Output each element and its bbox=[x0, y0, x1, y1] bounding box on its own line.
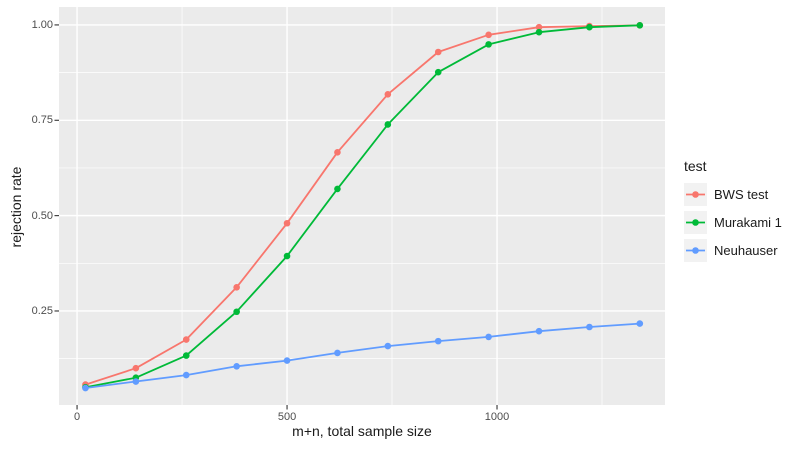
x-tick-label: 500 bbox=[277, 411, 297, 423]
series-point-neuhauser bbox=[82, 384, 89, 392]
series-point-neuhauser bbox=[233, 362, 240, 370]
series-point-murakami-1 bbox=[233, 308, 240, 316]
legend-key-swatch bbox=[684, 239, 707, 262]
x-tick-label: 0 bbox=[73, 411, 81, 423]
legend-item-murakami-1: Murakami 1 bbox=[684, 211, 782, 234]
x-axis-title: m+n, total sample size bbox=[292, 423, 432, 439]
series-point-neuhauser bbox=[636, 320, 644, 327]
y-tick-label: 0.25 bbox=[31, 304, 53, 317]
series-line-neuhauser bbox=[84, 322, 641, 389]
series-point-murakami-1 bbox=[485, 41, 492, 48]
y-tick-label: 0.75 bbox=[31, 114, 53, 127]
series-point-murakami-1 bbox=[283, 252, 291, 260]
y-axis-title: rejection rate bbox=[8, 166, 24, 248]
series-point-neuhauser bbox=[182, 371, 190, 379]
series-point-bws-test bbox=[535, 23, 543, 31]
series-point-bws-test bbox=[485, 31, 492, 39]
series-point-neuhauser bbox=[334, 349, 341, 357]
legend-title: test bbox=[684, 158, 707, 174]
legend: test BWS test Murakami 1 Neuhauser bbox=[684, 158, 782, 267]
series-point-neuhauser bbox=[384, 342, 392, 350]
panel-background bbox=[59, 7, 665, 405]
series-point-murakami-1 bbox=[535, 28, 543, 36]
legend-item-bws-test: BWS test bbox=[684, 183, 782, 206]
series-point-murakami-1 bbox=[434, 68, 442, 76]
legend-item-neuhauser: Neuhauser bbox=[684, 239, 782, 262]
y-tick-label: 1.00 bbox=[31, 18, 53, 31]
series-point-neuhauser bbox=[283, 357, 291, 364]
series-point-murakami-1 bbox=[334, 185, 341, 193]
series-point-murakami-1 bbox=[636, 22, 644, 29]
legend-label: Murakami 1 bbox=[714, 215, 782, 230]
series-point-bws-test bbox=[132, 364, 140, 372]
series-point-neuhauser bbox=[485, 333, 492, 341]
y-tick-label: 0.50 bbox=[31, 209, 53, 222]
series-point-bws-test bbox=[233, 284, 240, 291]
series-point-bws-test bbox=[434, 48, 442, 56]
legend-key-glyph-icon bbox=[686, 191, 705, 198]
legend-items: BWS test Murakami 1 Neuhauser bbox=[684, 183, 782, 262]
series-line-bws-test bbox=[84, 24, 641, 386]
legend-label: Neuhauser bbox=[714, 243, 778, 258]
legend-label: BWS test bbox=[714, 187, 769, 202]
legend-key-swatch bbox=[684, 211, 707, 234]
series-point-bws-test bbox=[334, 149, 341, 156]
series-point-bws-test bbox=[182, 336, 190, 343]
legend-key-glyph-icon bbox=[686, 219, 705, 226]
series-point-murakami-1 bbox=[586, 23, 593, 31]
legend-key-glyph-icon bbox=[686, 247, 705, 254]
series-point-murakami-1 bbox=[182, 352, 190, 359]
series-point-bws-test bbox=[283, 219, 291, 227]
series-point-neuhauser bbox=[434, 337, 442, 345]
x-tick-label: 1000 bbox=[484, 411, 510, 423]
series-point-murakami-1 bbox=[384, 121, 392, 128]
series-point-neuhauser bbox=[586, 323, 593, 331]
series-point-bws-test bbox=[384, 91, 392, 98]
legend-key-swatch bbox=[684, 183, 707, 206]
series-point-neuhauser bbox=[535, 327, 543, 335]
series-point-neuhauser bbox=[132, 378, 140, 385]
series-line-murakami-1 bbox=[84, 24, 641, 389]
